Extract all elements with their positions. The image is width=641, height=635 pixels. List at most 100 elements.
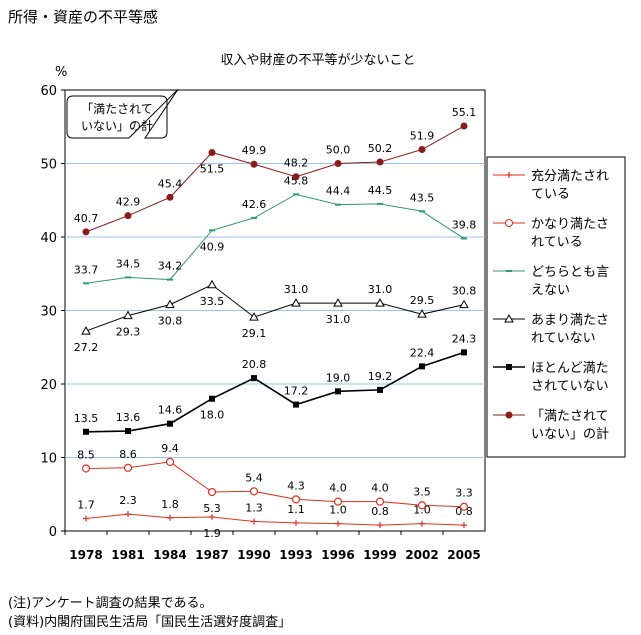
data-label: 29.5	[410, 294, 435, 307]
data-point	[417, 501, 427, 510]
x-tick-label: 1993	[279, 548, 312, 562]
x-tick-label: 1996	[321, 548, 354, 562]
y-tick-label: 30	[40, 305, 57, 320]
data-point	[82, 228, 90, 236]
data-label: 40.9	[200, 240, 225, 253]
legend-swatch-marker	[504, 313, 514, 323]
data-label: 1.0	[413, 504, 431, 517]
data-point	[375, 497, 385, 506]
data-point	[165, 457, 175, 467]
data-label: 29.3	[116, 326, 141, 339]
data-label: 4.0	[329, 482, 347, 495]
data-point	[83, 428, 89, 435]
data-point	[125, 428, 131, 435]
data-label: 1.7	[77, 499, 95, 512]
legend-swatch-marker	[506, 364, 512, 370]
data-label: 48.2	[284, 157, 309, 170]
data-point	[335, 520, 341, 527]
data-label: 4.3	[287, 479, 305, 492]
data-label: 39.8	[452, 218, 477, 231]
data-point	[291, 495, 301, 504]
data-label: 33.5	[200, 295, 225, 308]
data-label: 8.5	[77, 449, 95, 462]
data-label: 31.0	[284, 283, 309, 296]
data-label: 19.0	[326, 371, 351, 384]
data-label: 43.5	[410, 191, 435, 204]
series-line	[85, 284, 465, 332]
data-label: 30.8	[452, 285, 477, 298]
x-tick-label: 2002	[405, 548, 438, 562]
y-axis-unit: %	[55, 65, 67, 80]
data-label: 0.8	[455, 505, 473, 518]
legend-label-line2: えない	[531, 283, 570, 298]
data-point	[81, 326, 91, 335]
data-point	[125, 511, 131, 518]
chart-title: 収入や財産の不平等が少ないこと	[220, 52, 415, 68]
data-point	[460, 122, 468, 130]
callout-text-line2: いない」の計	[81, 118, 153, 133]
data-point	[291, 298, 301, 307]
legend-label-line2: れている	[531, 235, 583, 250]
series-line	[85, 513, 465, 526]
data-point	[208, 148, 216, 156]
data-point	[418, 146, 426, 154]
data-label: 45.8	[284, 174, 309, 187]
page-title: 所得・資産の不平等感	[8, 8, 159, 26]
data-label: 8.6	[119, 448, 137, 461]
y-tick-label: 0	[49, 525, 57, 540]
data-point	[167, 420, 173, 427]
data-label: 42.9	[116, 196, 141, 209]
data-label: 34.5	[116, 257, 141, 270]
data-point	[419, 520, 425, 527]
x-tick-label: 1978	[69, 548, 102, 562]
data-label: 49.9	[242, 144, 267, 157]
data-point	[419, 363, 425, 370]
source-note: (資料)内閣府国民生活局「国民生活選好度調査」	[8, 615, 292, 630]
data-point	[209, 514, 215, 521]
data-label: 31.0	[368, 283, 393, 296]
data-point	[209, 395, 215, 402]
data-label: 42.6	[242, 198, 267, 211]
data-label: 51.5	[200, 162, 225, 175]
data-point	[249, 487, 259, 496]
y-tick-label: 40	[40, 231, 57, 246]
data-label: 3.3	[455, 487, 473, 500]
line-chart: 収入や財産の不平等が少ないこと% 0 10 20 30 40 50 60 1978 1981 198…	[40, 52, 626, 562]
data-point	[124, 212, 132, 220]
legend-swatch-marker	[506, 172, 512, 178]
data-point	[459, 299, 469, 309]
data-label: 2.3	[119, 494, 137, 507]
data-point	[333, 298, 343, 307]
y-tick-label: 20	[40, 378, 57, 393]
data-point	[377, 522, 383, 529]
data-label: 27.2	[74, 341, 99, 354]
data-label: 0.8	[371, 505, 389, 518]
data-label: 3.5	[413, 485, 431, 498]
data-label: 44.5	[368, 184, 393, 197]
data-point	[335, 388, 341, 395]
data-label: 33.7	[74, 263, 99, 276]
data-point	[249, 312, 259, 321]
data-point	[207, 279, 217, 289]
legend-box	[486, 156, 626, 458]
data-point	[459, 502, 469, 511]
legend-label-line2: れていない	[531, 331, 596, 346]
data-point	[166, 193, 174, 201]
data-point	[250, 160, 258, 168]
data-point	[123, 310, 133, 320]
data-label: 17.2	[284, 385, 309, 398]
data-point	[292, 173, 300, 181]
data-point	[461, 522, 467, 529]
data-label: 34.2	[158, 260, 183, 273]
series-line	[85, 193, 465, 284]
data-point	[251, 518, 257, 525]
y-tick-label: 10	[40, 452, 57, 467]
data-label: 50.0	[326, 144, 351, 157]
data-point	[251, 375, 257, 382]
data-label: 1.9	[203, 527, 221, 540]
x-tick-label: 2005	[447, 548, 480, 562]
data-point	[334, 160, 342, 167]
series-line	[85, 461, 465, 508]
legend-label-line1: あまり満たさ	[531, 313, 609, 328]
data-label: 14.6	[158, 404, 183, 417]
